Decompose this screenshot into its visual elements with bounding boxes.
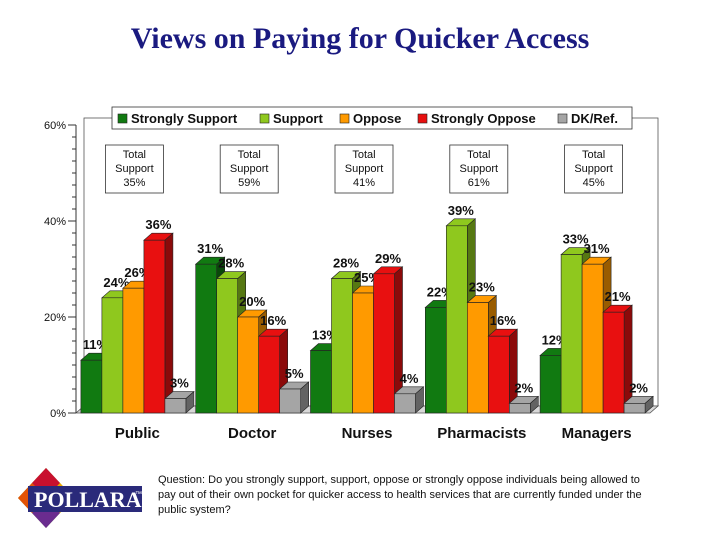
total-support-label: Support [574,163,613,175]
legend-label: Strongly Oppose [431,111,536,126]
data-label: 36% [145,217,171,232]
total-support-label: Total [582,149,605,161]
total-support-value: 45% [583,177,605,189]
total-support-label: Total [352,149,375,161]
data-label: 4% [400,371,419,386]
total-support-value: 61% [468,177,490,189]
bar-strongly-support-public [80,359,103,414]
category-label: Managers [562,425,632,442]
bar-strongly-oppose-doctor [258,335,281,414]
category-label: Public [115,425,160,442]
legend-swatch [417,113,428,124]
data-label: 2% [629,380,648,395]
bar-dk-ref--pharmacists [508,403,531,414]
bar-dk-ref--managers [623,403,646,414]
data-label: 5% [285,366,304,381]
data-label: 23% [469,280,495,295]
total-support-value: 41% [353,177,375,189]
total-support-box [449,144,509,194]
total-support-box [105,144,164,194]
total-support-label: Support [460,163,499,175]
data-label: 21% [605,289,631,304]
bar-strongly-support-nurses [310,350,332,414]
question-text: Do you strongly support, support, oppose… [158,474,642,516]
data-label: 29% [375,251,401,266]
data-label: 39% [448,203,474,218]
category-label: Doctor [228,425,276,442]
bar-oppose-managers [581,263,604,414]
bar-oppose-doctor [237,316,259,414]
legend-label: DK/Ref. [571,111,618,126]
total-support-value: 35% [123,177,145,189]
bar-strongly-oppose-public [143,239,166,414]
data-label: 31% [584,241,610,256]
bar-dk-ref--public [164,398,187,414]
logo-trademark: ™ [135,491,142,498]
total-support-value: 59% [238,177,260,189]
data-label: 3% [170,376,189,391]
bar-oppose-nurses [352,292,374,414]
pollara-logo: POLLARA ™ [18,468,142,528]
data-label: 28% [333,256,359,271]
total-support-label: Total [123,149,146,161]
bar-strongly-support-doctor [195,263,217,414]
legend-label: Strongly Support [131,111,238,126]
bar-oppose-pharmacists [466,302,489,414]
bar-support-doctor [216,278,238,414]
category-label: Pharmacists [437,425,526,442]
total-support-box [334,144,394,194]
total-support-box [564,144,623,194]
legend-label: Support [273,111,323,126]
legend-swatch [339,113,350,124]
logo-text: POLLARA [34,487,142,512]
data-label: 2% [514,380,533,395]
page-title: Views on Paying for Quicker Access [130,22,590,55]
total-support-label: Support [115,163,154,175]
y-tick-label: 0% [50,408,66,420]
bar-dk-ref--doctor [279,388,302,414]
bar-side [623,304,633,414]
y-tick-label: 40% [44,216,66,228]
bar-chart: 0%20%40%60%11%24%26%36%3%PublicTotalSupp… [44,106,660,442]
bar-support-public [101,297,124,414]
y-tick-label: 20% [44,312,66,324]
total-support-label: Support [345,163,384,175]
survey-question: Question: Do you strongly support, suppo… [158,473,658,518]
bar-support-managers [560,254,583,414]
total-support-label: Support [230,163,269,175]
bar-strongly-oppose-nurses [373,273,395,414]
bar-strongly-oppose-pharmacists [487,335,510,414]
total-support-box [219,144,279,194]
legend-swatch [557,113,568,124]
bar-oppose-public [122,287,145,414]
data-label: 33% [563,232,589,247]
bar-strongly-support-pharmacists [424,307,447,414]
bar-support-nurses [331,278,353,414]
data-label: 28% [218,256,244,271]
data-label: 20% [239,294,265,309]
data-label: 31% [197,241,223,256]
y-tick-label: 60% [44,120,66,132]
category-label: Nurses [342,425,393,442]
total-support-label: Total [238,149,261,161]
data-label: 16% [490,313,516,328]
data-label: 24% [103,275,129,290]
question-label: Question: [158,474,206,486]
legend-swatch [117,113,128,124]
legend-label: Oppose [353,111,401,126]
total-support-label: Total [467,149,490,161]
legend-box [111,106,633,130]
data-label: 16% [260,313,286,328]
bar-strongly-support-managers [539,355,562,414]
bar-strongly-oppose-managers [602,311,625,414]
bar-support-pharmacists [445,225,468,414]
bar-dk-ref--nurses [394,393,416,414]
legend-swatch [259,113,270,124]
